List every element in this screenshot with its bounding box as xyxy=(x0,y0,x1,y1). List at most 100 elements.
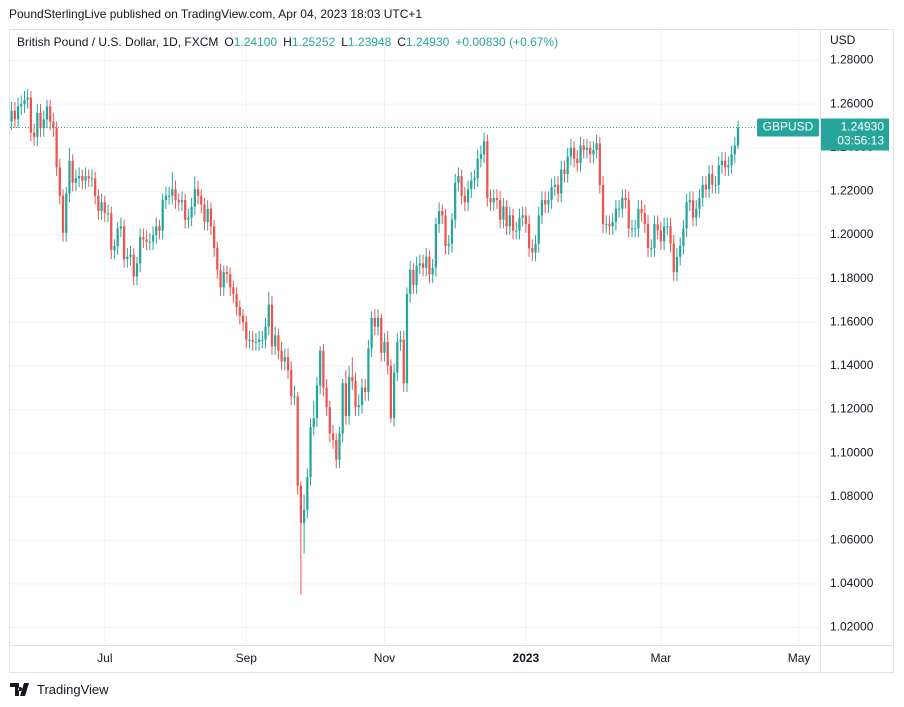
x-tick-label: Jul xyxy=(97,651,112,665)
candle-body xyxy=(116,228,119,246)
candle-body xyxy=(425,256,428,268)
candle-body xyxy=(16,106,20,120)
candle-body xyxy=(319,350,322,386)
candle-body xyxy=(675,256,679,273)
candle-body xyxy=(466,189,470,203)
candle-body xyxy=(380,317,383,353)
candle-body xyxy=(669,226,672,244)
y-tick-label: 1.20000 xyxy=(830,227,874,241)
candle-body xyxy=(100,202,103,212)
candle-body xyxy=(251,339,254,342)
candle-body xyxy=(527,224,531,249)
candle-body xyxy=(167,195,171,197)
candle-body xyxy=(302,509,306,523)
candle-body xyxy=(155,226,158,235)
candle-body xyxy=(457,176,460,183)
candle-body xyxy=(309,426,312,478)
candle-body xyxy=(431,267,434,275)
candle-body xyxy=(367,348,370,393)
candle-body xyxy=(605,224,608,226)
candle-body xyxy=(640,208,643,214)
candle-body xyxy=(274,335,277,347)
candle-body xyxy=(77,176,81,179)
candle-body xyxy=(714,184,717,186)
candle-body xyxy=(617,208,621,210)
candle-body xyxy=(177,200,180,203)
candle-body xyxy=(653,224,656,249)
symbol-badge xyxy=(757,118,819,137)
candle-body xyxy=(515,230,518,232)
candle-body xyxy=(68,160,71,194)
candle-body xyxy=(293,396,296,398)
candle-body xyxy=(656,224,659,231)
candle-body xyxy=(257,339,261,342)
legend: British Pound / U.S. Dollar, 1D, FXCM O1… xyxy=(17,35,558,49)
candle-body xyxy=(36,112,39,137)
candle-body xyxy=(701,184,704,198)
candle-body xyxy=(267,304,270,327)
price-badge xyxy=(821,118,889,151)
candle-body xyxy=(550,187,553,201)
candle-body xyxy=(335,440,338,460)
candle-body xyxy=(306,477,309,510)
candle-body xyxy=(290,370,293,397)
candle-body xyxy=(254,341,258,343)
ohlc-item: L1.23948 xyxy=(341,35,391,49)
candle-body xyxy=(540,200,544,216)
candle-body xyxy=(174,189,177,201)
y-tick-label: 1.26000 xyxy=(830,96,874,110)
candle-body xyxy=(717,165,720,185)
candle-body xyxy=(473,178,476,181)
candle-body xyxy=(344,383,348,417)
candle-body xyxy=(492,197,495,203)
ohlc-value: 1.24930 xyxy=(405,35,450,49)
candle-body xyxy=(495,197,499,201)
candle-body xyxy=(26,97,29,100)
y-tick-label: 1.22000 xyxy=(830,184,874,198)
candle-body xyxy=(299,485,303,523)
candle-body xyxy=(505,206,508,227)
candle-body xyxy=(470,180,473,190)
candle-body xyxy=(556,184,560,194)
candle-body xyxy=(720,160,724,166)
candle-body xyxy=(229,274,232,288)
candle-body xyxy=(396,341,399,373)
candle-body xyxy=(110,213,113,251)
candle-body xyxy=(560,169,563,194)
candle-body xyxy=(666,226,669,228)
candle-body xyxy=(23,99,26,105)
candle-body xyxy=(164,195,168,201)
candle-body xyxy=(592,149,595,155)
candle-body xyxy=(711,173,714,185)
candle-body xyxy=(460,176,463,196)
candle-body xyxy=(74,178,78,183)
candle-body xyxy=(376,317,380,327)
symbol-label: GBPUSD xyxy=(763,120,814,134)
candle-body xyxy=(405,293,409,384)
candle-body xyxy=(441,211,444,216)
ohlc-value: 1.24100 xyxy=(233,35,278,49)
candle-body xyxy=(312,418,315,427)
candle-body xyxy=(142,237,145,240)
candle-body xyxy=(531,248,534,253)
candle-body xyxy=(511,215,515,231)
y-tick-label: 1.08000 xyxy=(830,489,874,503)
last-price-label: 1.24930 xyxy=(841,120,885,134)
x-tick-label: May xyxy=(788,651,811,665)
candle-body xyxy=(412,269,415,286)
candle-body xyxy=(579,145,582,164)
candle-body xyxy=(245,322,248,340)
x-tick-label: 2023 xyxy=(513,651,540,665)
candle-body xyxy=(61,195,65,233)
candles xyxy=(10,88,740,595)
candle-body xyxy=(209,208,213,227)
candle-body xyxy=(106,213,110,215)
candle-body xyxy=(264,326,267,340)
change: +0.00830 (+0.67%) xyxy=(455,35,559,49)
candle-body xyxy=(553,184,556,188)
candle-body xyxy=(351,376,354,382)
candle-body xyxy=(421,263,425,268)
candle-body xyxy=(547,200,550,205)
candle-body xyxy=(373,317,376,327)
candle-body xyxy=(704,184,708,190)
